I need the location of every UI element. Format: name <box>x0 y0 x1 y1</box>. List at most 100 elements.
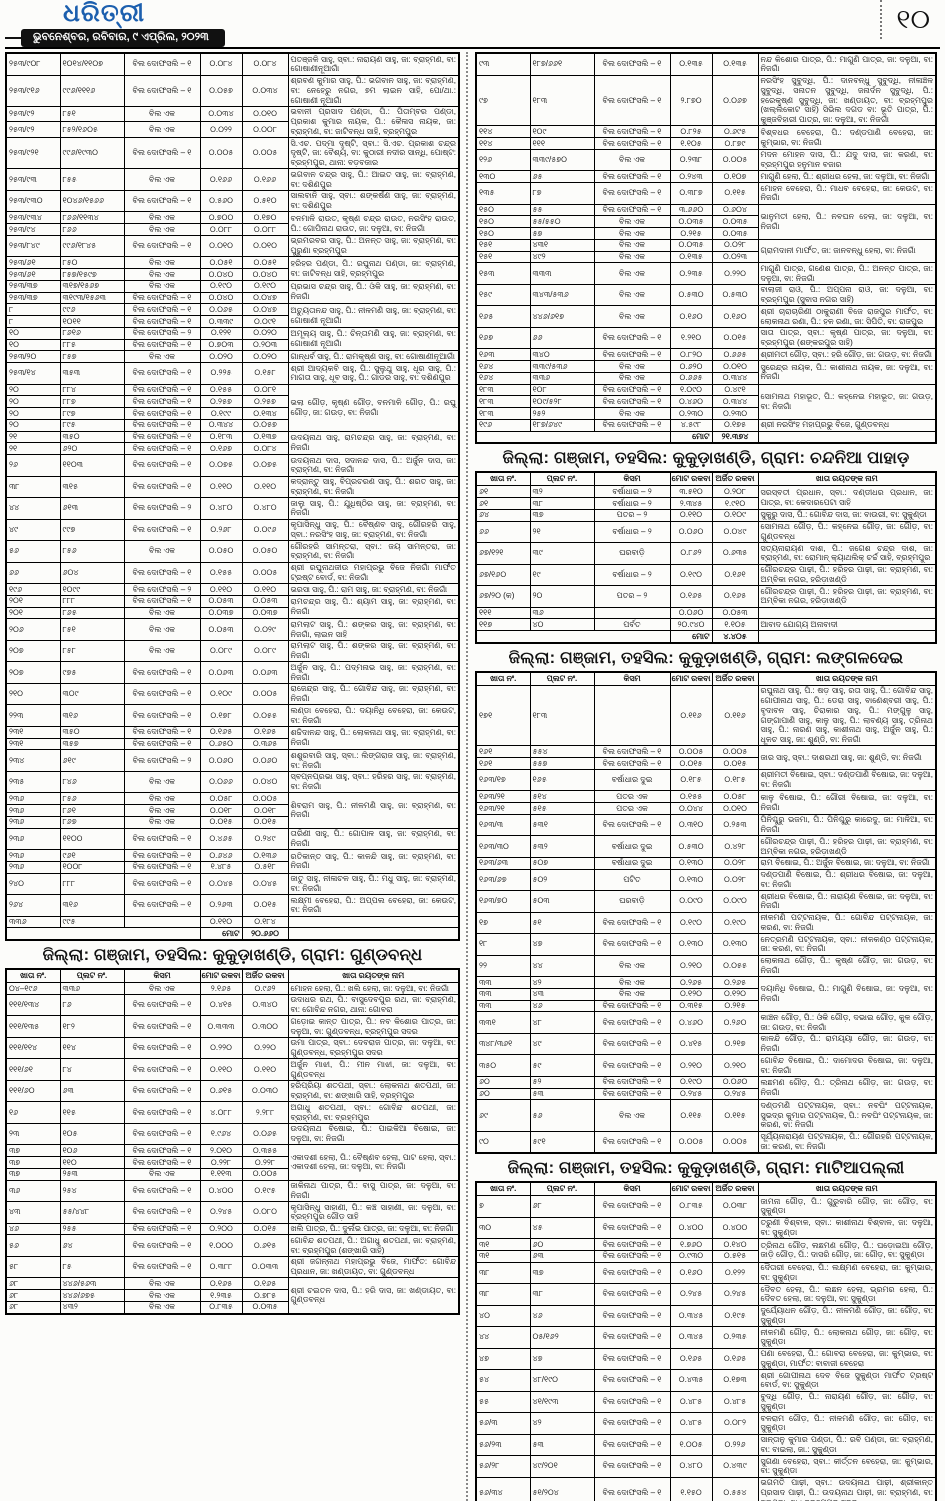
kisam-cell: ବିଲ ଦୋଫସଲି – ୧ <box>593 203 671 217</box>
plot-cell: ୮୮୮ <box>59 594 125 608</box>
column-header: ପ୍ଲଟ ନଂ. <box>529 1181 595 1196</box>
table-row: ୬୦ ୫୩ ବିଲ ଦୋଫସଲି – ୧ ୦.୨୪୫ ୦.୨୪୫ <box>475 1087 936 1101</box>
plot-cell: ୩୬ <box>529 606 595 620</box>
plot-cell: ୬୨୦ <box>59 442 125 455</box>
tenant-name-cell: ଭରସା ସାହୁ, ପି.: ରାମ ସାହୁ, ଜା: ବ୍ରାହ୍ମଣ, … <box>287 583 460 596</box>
tenant-name-cell: ତ୍ରିନାଥ ଗୌଡ଼, ଲଛମଣ ଗୌଡ଼, ପି.: ଘଡ଼ୋଇଆ ଗୌଡ… <box>757 1238 937 1263</box>
table-row: ୩୩ ୪୨ ବିଲ ଏକ ୦.୨୬୫ ୦.୨୬୫ ଦୟାନିଧି ବିଷୋଇ, ପି.: … <box>475 975 937 1013</box>
plot-cell: ୪୪୬/୬୧୭ <box>529 305 595 328</box>
acquired-area-cell: ୦.୬୬୫ <box>711 348 759 361</box>
plot-cell: ୨୫୫ <box>59 1222 125 1236</box>
kisam-cell: ବିଲ ଦୋଫସଲି – ୧ <box>123 189 201 213</box>
table-row: ୨୦ ୮୯୭ ବିଲ ଦୋଫସଲି – ୧ ୦.୧୯୯ ୦.୧୩୪ <box>5 407 459 420</box>
khata-cell: ୨୫୩/୯୩୦ <box>5 189 61 213</box>
khata-cell: ୨୨୩ <box>5 704 61 727</box>
table-row: ୧୨୬ ୩୩୯/୫୭୦ ବିଲ ଏକ ୦.୨୩୮ ୦.୦୦୫ ମଦନ ମୋହନ ଦାସ, … <box>475 148 937 172</box>
tenant-name-cell: ଲୋକନାଥ ଗୌଡ଼, ପି.: କୃଷ୍ଣ ଗୌଡ଼, ଜା: ଗଉଡ଼, … <box>757 954 937 977</box>
total-area-cell: ୦.୧୩୦ <box>669 933 713 956</box>
kisam-cell: ବିଲ ଏକ <box>593 227 671 240</box>
kisam-cell: ବିଲ ଦୋଫସଲି – ୧ <box>593 1032 671 1056</box>
acquired-area-cell: ୦.୧୮୫ <box>711 768 759 792</box>
kisam-cell: ବିଲ ଦୋଫସଲି – ୧ <box>593 1455 671 1478</box>
acquired-area-cell: ୦.୧୯୦ <box>711 911 759 934</box>
column-header: ମୋଟ ରକବା <box>669 1181 713 1196</box>
plot-cell: ୧୦୯୯ <box>59 583 125 596</box>
acquired-area-cell: ୦.୩୪୪ <box>711 395 759 408</box>
table-row: ୨୧୦ ୩୦୯ ବିଲ ଦୋଫସଲି – ୧ ୦.୧୦୯ ୦.୦୦୫ ରାଜେନ୍ଦ୍ର … <box>5 682 460 706</box>
kisam-cell: ବିଲ ଦୋଫସଲି – ୨ <box>123 497 201 520</box>
total-area-cell: ୦.୪୮୫ <box>669 1412 713 1435</box>
plot-cell: ୮୫ <box>59 1255 125 1279</box>
column-header: ଖାତା ରୟତଙ୍କ ନାମ <box>287 968 460 983</box>
khata-cell: ୬୧ <box>475 485 531 498</box>
kisam-cell: ପର୍ବତ <box>593 618 671 631</box>
khata-cell: ୬୬ <box>475 520 531 543</box>
tenant-name-cell: ବନମାଳି ରାଉତ, କୃଷ୍ଣ ଚନ୍ଦ୍ର ରାଉତ, ନରସିଂହ ର… <box>287 211 460 236</box>
plot-cell: ୧୮୭/୬୪୯ <box>529 418 595 432</box>
total-area-cell: ୦.୧୬୫ <box>199 1277 243 1290</box>
plot-cell: ୮୮୫ <box>59 338 125 352</box>
khata-cell: ୧୬୧ <box>475 757 531 770</box>
plot-cell: ୬୦ <box>529 1238 595 1251</box>
column-header: ଅର୍ଜିତ ରକବା <box>711 1181 759 1196</box>
acquired-area-cell: ୦.୦୪୭ <box>241 303 289 316</box>
khata-cell: ୨୦ <box>5 407 61 420</box>
khata-cell: ୧୧୧/୧୩୫ <box>5 1015 61 1038</box>
table-row: ୨୩ ୧୦୫ ବିଲ ଦୋଫସଲି – ୧ ୧.୯୬୪ ୦.୦୬୫ ଉଦୟନାଥ ବିଷୋ… <box>5 1122 460 1146</box>
records-table: ୯୩ ୧୮୭/୬୬୧ ବିଲ ଦୋଫସଲି – ୧ ୦.୧୩୫ ୦.୧୩୫ ନନ୍ଦ କି… <box>475 52 937 445</box>
plot-cell: ୩୩୬ <box>529 371 595 385</box>
acquired-area-cell: ୦.୨୧୦ <box>711 1054 759 1077</box>
table-row: ୩୮ ୩୧୫ ବିଲ ଦୋଫସଲି – ୧ ୦.୧୧୦ ୦.୧୧୦ କଦ୍ରାନ୍ତୁ ସ… <box>5 475 460 498</box>
table-row: ୩୮ ୩୮ ବିଲ ଦୋଫସଲି – ୧ ୦.୨୪୫ ୦.୨୪୫ ଦୈବତ ହେଲା, ପ… <box>475 1283 937 1306</box>
acquired-area-cell: ୦.୦୭୫ <box>241 454 289 477</box>
tenant-name-cell: ଦଣ୍ଡମଣି ପଟ୍ଟନାୟକ, ସ୍ବା.: ନବଘିଂ ପଟ୍ଟନାୟକ,… <box>757 1099 937 1132</box>
tenant-name-cell <box>287 915 460 929</box>
kisam-cell: ବିଲ ଦୋଫସଲି – ୧ <box>123 725 201 739</box>
plot-cell: ୪୦ <box>529 618 595 631</box>
kisam-cell: ବିଲ ଦୋଫସଲି – ୧ <box>123 1144 201 1157</box>
table-row: ୬୪ ୩୭ ପତର – ୨ ୦.୧୧୦ ୦.୧୦୯ ସୁକୁରୁ ଦାସ, ପି.: ଗୋ… <box>475 508 937 522</box>
acquired-area-cell: ୦.୦୨୮ <box>711 868 759 891</box>
acquired-area-cell: ୦.୨୪୫ <box>711 1283 759 1306</box>
tenant-name-cell: ଶ୍ରୀମତୀ ବିଷୋଇ, ସ୍ବା.: ଦଣ୍ଡପାଣି ବିଷୋଇ, ଜା… <box>757 768 937 792</box>
acquired-area-cell: ୦.୩୦୦ <box>241 1015 289 1038</box>
acquired-area-cell: ୧.୧୦୫ <box>711 618 759 631</box>
tenant-name-cell: ଶ୍ରୀମତୀ ଗୌଡ଼, ସ୍ବା.: ହରି ଗୌଡ଼, ଜା: ଗଉଡ଼,… <box>757 348 937 361</box>
table-row: ୬୭/୧୨୧ ୩୯ ଘରବାଡ଼ି ୦.୮୬୨ ୦.୬୩୫ ସତ୍ୟନାରାୟଣ ଦାଶ,… <box>475 542 937 565</box>
plot-cell: ୩୨ <box>529 485 595 498</box>
plot-cell: ୨୫୨ <box>529 407 595 420</box>
tenant-name-cell: ଲକ୍ଷ୍ମୀ ବେହେରା, ପି.: ଅପ୍ପଲ ବେହେରା, ଜା: କ… <box>287 894 460 917</box>
tenant-name-cell: ସୁରେନ୍ଦ୍ର ନାୟକ, ପି.: କାଶୀନାଥ ନାୟକ, ଜା: ଦ… <box>757 360 937 385</box>
acquired-area-cell: ୦.୧୧୬ <box>711 684 759 747</box>
acquired-area-cell: ୦.୦୦୮ <box>241 121 289 138</box>
khata-cell: ୧୬୧ <box>475 745 531 758</box>
plot-cell: ୮୬୧୬ <box>59 326 125 340</box>
table-row: ୨୫୩/୯୩ ୮୫୫ ବିଲ ଏକ ୦.୧୬୬ ୦.୧୬୬ ଭଗବାନ ଚନ୍ଦ୍ର ସା… <box>5 168 460 191</box>
khata-cell: ୧୧୧/୬୧ <box>5 1058 61 1081</box>
kisam-cell: ବିଲ ଏକ <box>123 105 201 123</box>
kisam-cell: ବର୍ଷାଧାର – ୨ <box>593 497 671 510</box>
plot-cell: ୫୫/୫୫୦ <box>529 215 595 228</box>
acquired-area-cell: ୦.୧୭୩ <box>711 1369 759 1392</box>
plot-cell: ୫୩ <box>529 1087 595 1101</box>
kisam-cell: ବିଲ ଦୋଫସଲି – ୧ <box>593 326 671 350</box>
kisam-cell: ବିଲ ଏକ <box>123 770 201 794</box>
table-row: ୧୫୧ ୪୩୧ ବିଲ ଏକ ୦.୦୩୫ ୦.୦୨୮ ଗ୍ରାମଦାନୀ ମାର୍ଫତ, … <box>475 238 937 264</box>
khata-cell: ୮ <box>5 303 61 316</box>
tenant-name-cell: ଗୌରଚନ୍ଦ୍ର ପାଢ଼ୀ, ପି.: ହରିହର ପାଢ଼ୀ, ଜା: ବ… <box>757 835 937 858</box>
khata-cell: ୭ <box>475 1195 531 1218</box>
total-area-cell: ୦.୧୯୦ <box>669 563 713 586</box>
acquired-area-cell: ୦.୨୫୭ <box>241 395 289 408</box>
plot-cell: ୪୪୬/୬୭୫ <box>59 1289 125 1302</box>
khata-cell: ୨୫୩/୩୭ <box>5 279 61 293</box>
plot-cell: ୯୭୫ <box>59 661 125 684</box>
plot-cell: ୩୦୯ <box>59 682 125 706</box>
total-area-cell: ୦.୪୦୦ <box>669 1216 713 1239</box>
tenant-name-cell: ଦୁର୍ଯ୍ୟୋଧନ ଗୌଡ଼, ପି.: ନୀଳମଣି ଗୌଡ଼, ଜା: ଗ… <box>757 1304 937 1327</box>
total-name-cell <box>757 629 937 644</box>
table-row: ୫୬ ୬୪ ବିଲ ଦୋଫସଲି – ୧ ୧.୦୦୦ ୦.୬୧୫ ଗୋବିନ୍ଦ ଶତପଥ… <box>5 1234 460 1257</box>
tenant-name-cell: ଅର୍ଜୁନ ମାଝୀ, ପି.: ମୀନ ମାଝୀ, ଜା: ଦଳୁଆ, ବା… <box>287 1058 460 1081</box>
khata-cell: ୧୮୩ <box>475 383 531 397</box>
total-area-cell: ୦.୦୩୫ <box>669 215 713 228</box>
plot-cell: ୫୩୧ <box>529 813 595 837</box>
